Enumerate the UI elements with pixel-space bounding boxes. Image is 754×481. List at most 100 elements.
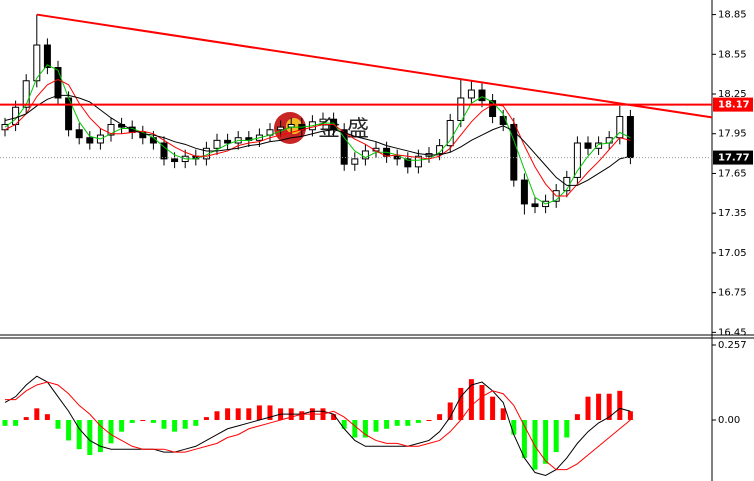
- macd-bar: [2, 420, 8, 426]
- macd-bar: [373, 420, 379, 432]
- y-tick-label: 0.00: [718, 415, 740, 426]
- macd-bar: [405, 420, 411, 426]
- macd-bar: [44, 414, 50, 421]
- macd-bar: [500, 408, 506, 421]
- macd-line: [5, 381, 631, 471]
- candle-body: [149, 137, 157, 144]
- y-tick-label: 16.75: [718, 288, 747, 299]
- candle-body: [33, 44, 41, 82]
- candle-body: [213, 139, 221, 149]
- macd-bar: [447, 402, 453, 421]
- candle-body: [361, 150, 369, 160]
- macd-bar: [352, 420, 358, 438]
- macd-bar: [161, 420, 167, 429]
- moving-average: [4, 64, 631, 205]
- candle-body: [489, 100, 497, 118]
- macd-bar: [521, 420, 527, 458]
- candle-body: [531, 203, 539, 208]
- macd-bar: [479, 384, 485, 421]
- candle-body: [404, 158, 412, 168]
- candle-body: [414, 155, 422, 168]
- candle-body: [510, 123, 518, 181]
- macd-bar: [490, 396, 496, 421]
- candle-body: [467, 89, 475, 99]
- candle-body: [584, 142, 592, 149]
- macd-bar: [235, 408, 241, 421]
- moving-average: [4, 94, 631, 186]
- macd-bar: [108, 420, 114, 444]
- candle-body: [54, 67, 62, 99]
- y-tick-label: 17.95: [718, 129, 747, 140]
- price-label: 18.17: [718, 100, 750, 111]
- candle-body: [107, 123, 115, 136]
- candle-body: [22, 80, 30, 108]
- candle-body: [478, 89, 486, 102]
- y-tick-label: 18.25: [718, 89, 747, 100]
- y-tick-label: 17.05: [718, 248, 747, 259]
- macd-bar: [596, 393, 602, 421]
- macd-bar: [468, 379, 474, 421]
- y-tick-label: 18.85: [718, 10, 747, 21]
- candle-body: [86, 137, 94, 144]
- macd-bar: [299, 411, 305, 421]
- macd-bar: [532, 420, 538, 470]
- candle-body: [351, 158, 359, 165]
- y-tick-label: 16.45: [718, 327, 747, 338]
- macd-bar: [172, 420, 178, 432]
- candle-body: [573, 142, 581, 178]
- macd-bar: [511, 420, 517, 435]
- candle-body: [319, 118, 327, 123]
- macd-bar: [182, 420, 188, 429]
- macd-bar: [129, 420, 135, 423]
- y-tick-label: 0.257: [718, 340, 747, 351]
- macd-line: [4, 375, 631, 476]
- macd-bar: [341, 420, 347, 429]
- candle-body: [160, 142, 168, 160]
- candle-body: [520, 179, 528, 205]
- price-label: 17.77: [718, 153, 750, 164]
- macd-bar: [66, 420, 72, 441]
- candle-body: [224, 139, 232, 144]
- macd-bar: [415, 420, 421, 423]
- macd-bar: [458, 387, 464, 421]
- candle-body: [393, 155, 401, 160]
- candle-body: [277, 126, 285, 131]
- candle-body: [595, 142, 603, 149]
- macd-bar: [150, 420, 156, 423]
- candle-body: [75, 129, 83, 139]
- macd-bar: [553, 420, 559, 453]
- macd-bar: [203, 417, 209, 421]
- price-label-box: [713, 150, 753, 165]
- macd-bar: [331, 414, 337, 421]
- macd-bar: [267, 405, 273, 421]
- macd-bar: [55, 420, 61, 429]
- candle-body: [340, 129, 348, 165]
- macd-bar: [362, 420, 368, 438]
- macd-bar: [617, 390, 623, 421]
- macd-bar: [225, 408, 231, 421]
- macd-bar: [76, 420, 82, 450]
- macd-bar: [13, 420, 19, 426]
- macd-bar: [256, 405, 262, 421]
- macd-bar: [384, 420, 390, 429]
- macd-bar: [574, 414, 580, 421]
- macd-bar: [564, 420, 570, 438]
- macd-bar: [627, 411, 633, 421]
- macd-bar: [543, 420, 549, 464]
- macd-bar: [97, 420, 103, 453]
- y-tick-label: 17.35: [718, 208, 747, 219]
- macd-bar: [606, 393, 612, 421]
- moving-average: [4, 78, 631, 197]
- candle-body: [43, 44, 51, 69]
- macd-bar: [246, 408, 252, 421]
- macd-bar: [23, 417, 29, 421]
- macd-bar: [87, 420, 93, 456]
- macd-bar: [426, 420, 432, 422]
- candle-body: [499, 116, 507, 125]
- macd-bar: [437, 414, 443, 421]
- candle-body: [171, 158, 179, 163]
- trend-line: [36, 13, 713, 119]
- candle-body: [457, 97, 465, 121]
